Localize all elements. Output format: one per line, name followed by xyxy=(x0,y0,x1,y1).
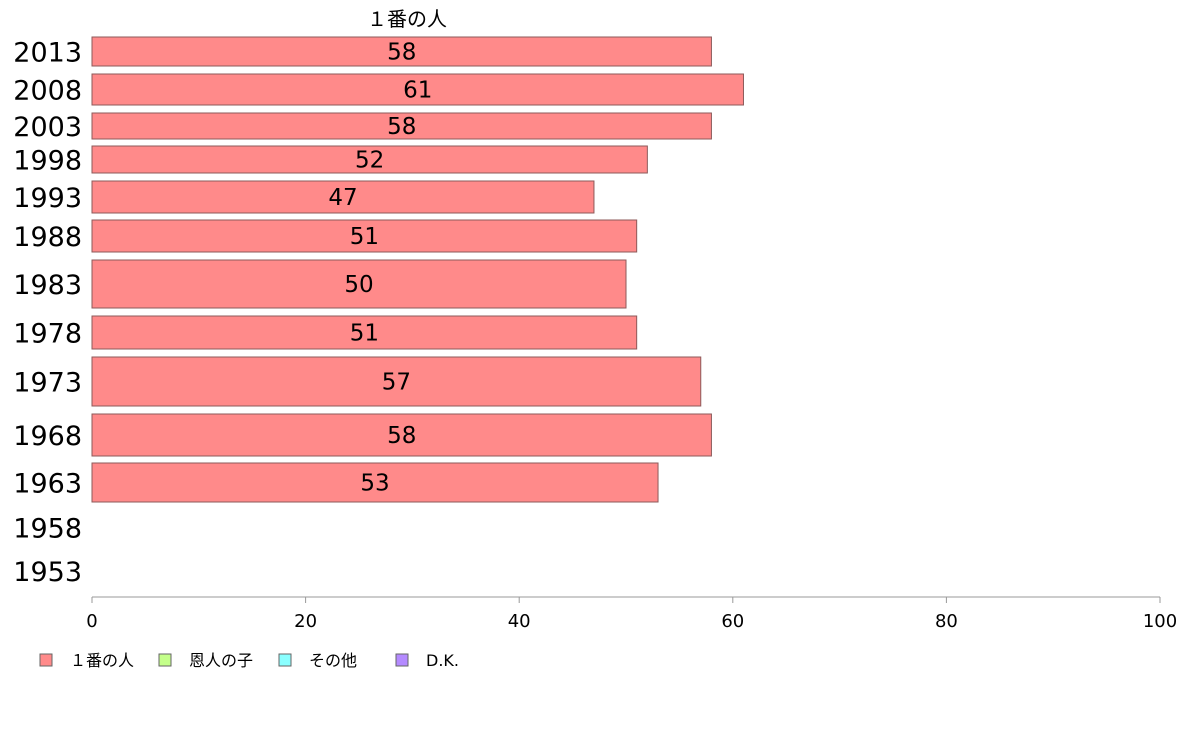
x-tick-label-60: 60 xyxy=(721,611,744,632)
legend-swatch-1 xyxy=(158,653,172,667)
category-label-1973: 1973 xyxy=(13,368,82,399)
category-label-1953: 1953 xyxy=(13,557,82,588)
legend-label-0: １番の人 xyxy=(70,651,134,670)
bar-1988-series-0 xyxy=(91,219,638,253)
category-label-1968: 1968 xyxy=(13,421,82,452)
bars-layer xyxy=(91,36,744,503)
category-label-1998: 1998 xyxy=(13,146,82,177)
data-label-1983-series-0: 50 xyxy=(344,272,373,298)
legend-label-2: その他 xyxy=(309,651,357,670)
category-label-1963: 1963 xyxy=(13,469,82,500)
bar-1993-series-0 xyxy=(91,180,595,214)
data-label-1973-series-0: 57 xyxy=(382,370,411,396)
data-label-1978-series-0: 51 xyxy=(350,321,379,347)
data-label-2003-series-0: 58 xyxy=(387,114,416,140)
category-label-2013: 2013 xyxy=(13,38,82,69)
series-title: １番の人 xyxy=(367,7,447,31)
legend-label-1: 恩人の子 xyxy=(189,651,253,670)
bar-1968-series-0 xyxy=(91,413,712,457)
bar-1973-series-0 xyxy=(91,356,702,407)
category-label-2003: 2003 xyxy=(13,112,82,143)
legend-swatch-0 xyxy=(39,653,53,667)
category-label-1988: 1988 xyxy=(13,222,82,253)
bar-1963-series-0 xyxy=(91,462,659,503)
legend-label-3: D.K. xyxy=(426,651,459,670)
x-tick-label-40: 40 xyxy=(508,611,531,632)
legend: １番の人 恩人の子 その他 D.K. xyxy=(39,651,459,670)
legend-swatch-2 xyxy=(278,653,292,667)
bar-1978-series-0 xyxy=(91,315,638,350)
category-label-1983: 1983 xyxy=(13,270,82,301)
x-tick-label-100: 100 xyxy=(1143,611,1177,632)
data-label-2013-series-0: 58 xyxy=(387,40,416,66)
legend-swatch-3 xyxy=(395,653,409,667)
data-label-1988-series-0: 51 xyxy=(350,224,379,250)
data-label-1963-series-0: 53 xyxy=(360,471,389,497)
bar-2013-series-0 xyxy=(91,36,712,67)
data-label-1993-series-0: 47 xyxy=(328,185,357,211)
bar-1983-series-0 xyxy=(91,259,627,309)
category-label-1978: 1978 xyxy=(13,319,82,350)
x-tick-label-80: 80 xyxy=(935,611,958,632)
data-label-1968-series-0: 58 xyxy=(387,423,416,449)
bar-2003-series-0 xyxy=(91,112,712,140)
data-label-2008-series-0: 61 xyxy=(403,78,432,104)
x-tick-label-0: 0 xyxy=(86,611,97,632)
bar-2008-series-0 xyxy=(91,73,744,106)
category-label-2008: 2008 xyxy=(13,76,82,107)
category-label-1993: 1993 xyxy=(13,183,82,214)
category-label-1958: 1958 xyxy=(13,514,82,545)
x-axis: 0 20 40 60 80 100 xyxy=(86,596,1177,632)
bar-1998-series-0 xyxy=(91,145,648,174)
data-label-1998-series-0: 52 xyxy=(355,148,384,174)
x-tick-label-20: 20 xyxy=(294,611,317,632)
